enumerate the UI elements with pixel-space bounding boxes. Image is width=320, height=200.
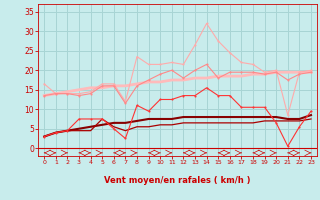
- X-axis label: Vent moyen/en rafales ( km/h ): Vent moyen/en rafales ( km/h ): [104, 176, 251, 185]
